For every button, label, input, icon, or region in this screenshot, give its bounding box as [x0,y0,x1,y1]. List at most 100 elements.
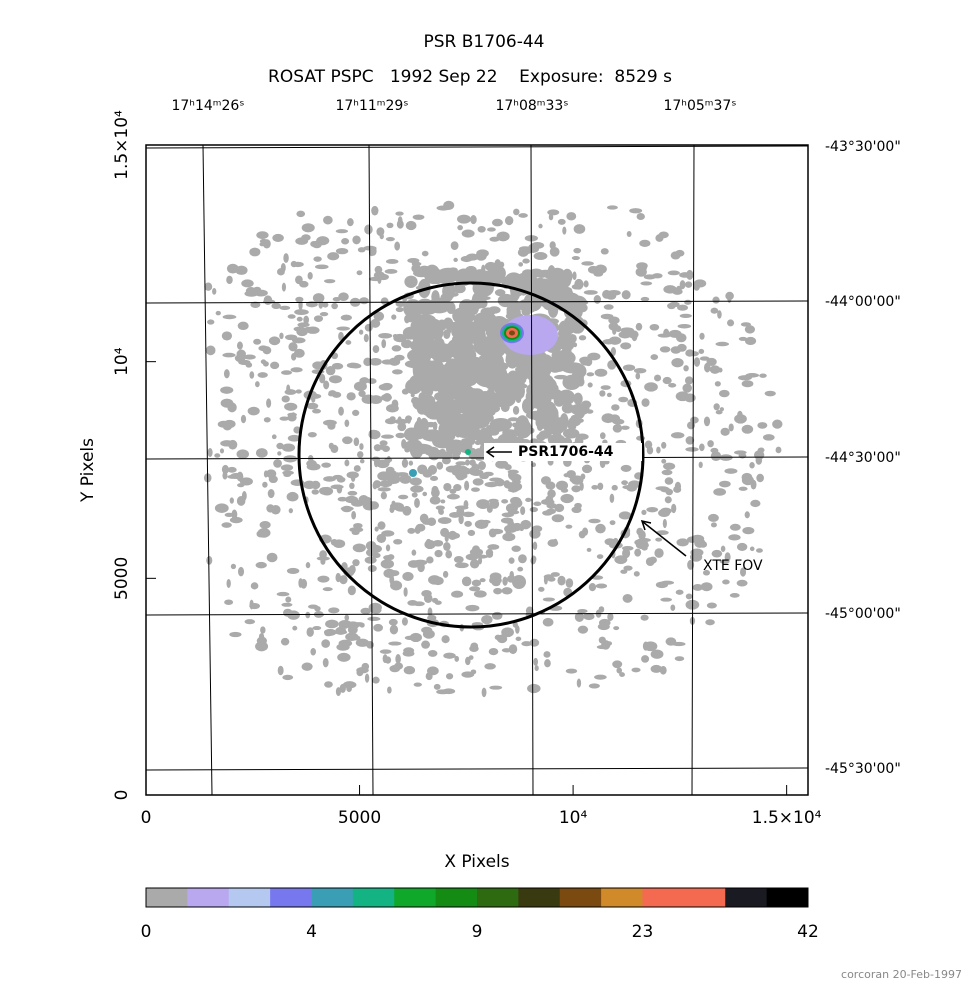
emission-blob [323,419,337,426]
emission-blob [481,615,493,625]
emission-blob [557,389,576,406]
emission-blob [574,278,584,290]
emission-blob [255,641,269,652]
emission-blob [263,417,271,423]
emission-blob [670,604,676,611]
emission-blob [366,640,374,649]
emission-blob [279,305,291,311]
colorbar-swatch [352,888,395,907]
emission-blob [276,591,290,597]
emission-blob [521,360,540,379]
emission-blob [395,306,404,313]
emission-blob [266,398,272,408]
emission-blob [441,635,450,644]
emission-blob [286,567,300,574]
emission-blob [470,269,490,283]
emission-blob [685,447,699,452]
emission-blob [631,667,641,673]
label-bg [484,443,642,461]
emission-blob [532,541,538,550]
emission-blob [324,279,336,284]
emission-blob [452,306,475,325]
emission-blob [353,465,361,472]
emission-blob [465,553,479,561]
emission-blob [452,347,476,363]
emission-blob [429,475,439,481]
emission-blob [467,529,476,537]
emission-blob [359,297,369,305]
emission-blob [403,666,416,675]
emission-blob [611,484,618,491]
emission-blob [395,432,406,439]
emission-blob [642,641,649,651]
emission-blob [364,323,373,332]
emission-blob [529,506,538,513]
emission-blob [368,544,383,554]
emission-blob [674,656,685,662]
emission-blob [591,484,599,490]
emission-blob [719,559,730,564]
emission-blob [679,313,692,318]
emission-blob [511,545,521,552]
emission-blob [609,493,615,504]
dec-grid-line [145,456,809,460]
emission-blob [762,434,775,441]
emission-blob [235,265,248,275]
emission-blob [380,393,392,402]
emission-blob [338,292,349,302]
emission-blob [323,476,336,482]
emission-blob [370,318,381,328]
emission-blob [222,352,236,358]
emission-blob [423,593,433,603]
emission-blob [346,392,356,401]
emission-blob [481,352,499,370]
emission-blob [576,678,582,688]
emission-blob [458,514,464,525]
emission-blob [621,290,631,300]
emission-blob [655,234,664,242]
emission-blob [221,331,233,341]
emission-blob [319,550,327,560]
emission-blob [349,482,355,490]
emission-blob [394,418,409,425]
emission-blob [722,579,730,585]
emission-blob [279,332,284,340]
emission-blob [621,545,634,551]
emission-blob [440,499,446,504]
emission-blob [671,357,684,368]
emission-blob [409,477,422,486]
emission-blob [427,607,433,617]
emission-blob [501,627,514,638]
emission-blob [359,443,364,451]
emission-blob [263,295,273,306]
emission-blob [322,657,329,668]
emission-blob [464,520,472,527]
emission-blob [597,482,604,491]
emission-blob [662,518,667,529]
emission-blob [640,614,649,621]
emission-blob [566,470,576,479]
emission-blob [699,443,705,452]
emission-blob [660,580,675,585]
emission-blob [424,374,443,384]
emission-blob [668,383,677,388]
colorbar-tick-label: 9 [472,922,483,942]
emission-blob [457,321,479,335]
emission-blob [634,538,648,546]
emission-blob [317,575,330,583]
emission-blob [440,527,450,537]
emission-blob [262,239,271,249]
emission-blob [292,625,298,631]
emission-blob [364,224,373,235]
emission-blob [719,480,731,488]
source [509,330,515,336]
emission-blob [241,279,254,288]
emission-blob [328,607,340,614]
emission-blob [516,475,521,485]
chart-subtitle: ROSAT PSPC 1992 Sep 22 Exposure: 8529 s [268,67,672,87]
emission-blob [352,559,360,567]
emission-blob [561,268,573,284]
emission-blob [453,283,466,294]
emission-blob [238,359,251,365]
emission-blob [618,511,632,520]
